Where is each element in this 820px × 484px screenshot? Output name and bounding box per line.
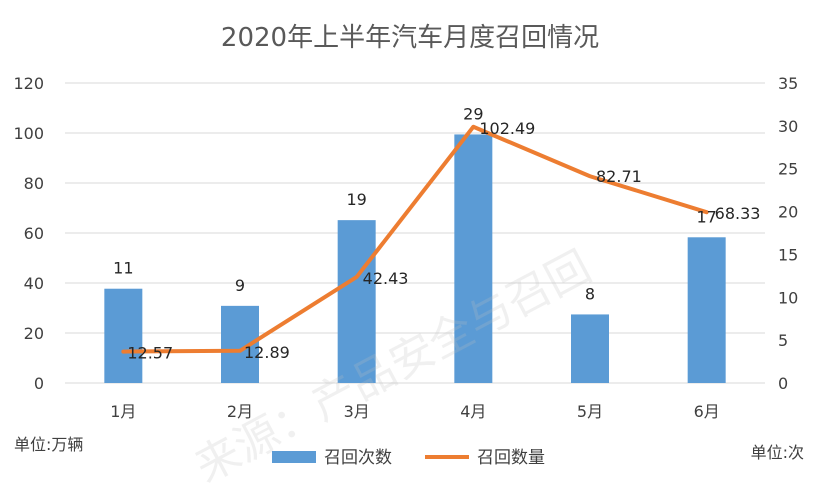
- bar: [337, 220, 376, 383]
- x-axis-tick-label: 1月: [110, 402, 136, 421]
- line-value-label: 12.57: [127, 344, 173, 363]
- line-value-label: 12.89: [244, 343, 290, 362]
- bar: [454, 134, 493, 383]
- bar-value-label: 11: [113, 259, 133, 278]
- left-axis-tick-label: 120: [13, 74, 44, 93]
- line-value-label: 42.43: [363, 269, 409, 288]
- bar-value-label: 19: [346, 190, 366, 209]
- x-axis-tick-label: 5月: [577, 402, 603, 421]
- right-axis-tick-label: 0: [778, 374, 788, 393]
- right-axis-tick-label: 30: [778, 117, 798, 136]
- right-unit-label: 单位:次: [751, 443, 804, 462]
- bar: [571, 314, 609, 383]
- x-axis-tick-label: 3月: [344, 402, 370, 421]
- line-value-label: 68.33: [715, 204, 761, 223]
- right-axis-ticks: 0 5 10 15 20 25 30 35: [778, 74, 798, 393]
- left-axis-tick-label: 0: [34, 374, 44, 393]
- left-axis-tick-label: 100: [13, 124, 44, 143]
- bar-value-label: 8: [585, 284, 595, 303]
- left-axis-tick-label: 60: [24, 224, 44, 243]
- right-axis-tick-label: 20: [778, 203, 798, 222]
- right-axis-tick-label: 15: [778, 245, 798, 264]
- line-path: [121, 124, 709, 354]
- x-axis-tick-label: 4月: [460, 402, 486, 421]
- left-axis-tick-label: 40: [24, 274, 44, 293]
- line-value-label: 82.71: [596, 167, 642, 186]
- left-axis-ticks: 0 20 40 60 80 100 120: [13, 74, 44, 393]
- line-series: [121, 124, 709, 354]
- bar-value-label: 29: [463, 104, 483, 123]
- x-axis-tick-label: 6月: [694, 402, 720, 421]
- chart-title: 2020年上半年汽车月度召回情况: [221, 23, 599, 53]
- bar: [687, 237, 726, 383]
- bar-value-label: 9: [235, 276, 245, 295]
- right-axis-tick-label: 10: [778, 288, 798, 307]
- gridlines: [65, 82, 765, 384]
- left-axis-tick-label: 20: [24, 324, 44, 343]
- left-axis-tick-label: 80: [24, 174, 44, 193]
- x-axis-ticks: 1月 2月 3月 4月 5月 6月: [110, 402, 720, 421]
- right-axis-tick-label: 35: [778, 74, 798, 93]
- bar-value-label: 17: [696, 207, 716, 226]
- right-axis-tick-label: 5: [778, 331, 788, 350]
- legend-label: 召回数量: [477, 448, 545, 468]
- legend-label: 召回次数: [324, 448, 392, 468]
- line-value-label: 102.49: [479, 119, 535, 138]
- bar: [104, 288, 143, 383]
- right-axis-tick-label: 25: [778, 160, 798, 179]
- x-axis-tick-label: 2月: [227, 402, 253, 421]
- legend-swatch-bar: [272, 451, 316, 463]
- data-labels: 11 9 19 29 8 17 12.57 12.89 42.43 102.49 82.71 68.3…: [113, 104, 760, 362]
- legend: 召回次数 召回数量: [272, 448, 545, 468]
- left-unit-label: 单位:万辆: [14, 435, 83, 454]
